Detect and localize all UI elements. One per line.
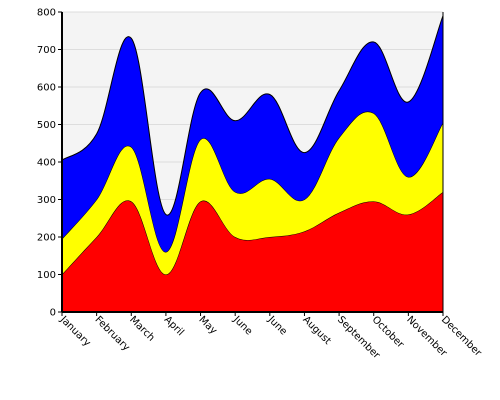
x-tick-label: August [300, 314, 333, 347]
y-tick-label: 200 [37, 233, 56, 244]
y-tick-label: 800 [37, 8, 56, 19]
series-area-2 [62, 111, 443, 275]
x-tick-label: April [162, 314, 186, 338]
y-tick-label: 600 [37, 83, 56, 94]
series-outline-3 [61, 15, 444, 216]
x-tick-label: May [196, 314, 218, 336]
y-tick-label: 300 [37, 195, 56, 206]
y-axis-ticks: 0 100 200 300 400 500 600 700 800 [37, 8, 62, 319]
series-area-3 [62, 15, 443, 253]
y-tick-label: 100 [37, 270, 56, 281]
x-tick-label: February [93, 314, 132, 353]
x-tick-label: January [57, 314, 92, 349]
x-tick-label: June [265, 314, 289, 338]
y-tick-label: 0 [50, 308, 56, 319]
series-area-1 [62, 192, 443, 312]
y-tick-label: 500 [37, 120, 56, 131]
series-areas [61, 15, 444, 312]
y-tick-label: 400 [37, 158, 56, 169]
x-tick-label: March [127, 314, 156, 343]
x-tick-label: June [230, 314, 254, 338]
y-tick-label: 700 [37, 45, 56, 56]
